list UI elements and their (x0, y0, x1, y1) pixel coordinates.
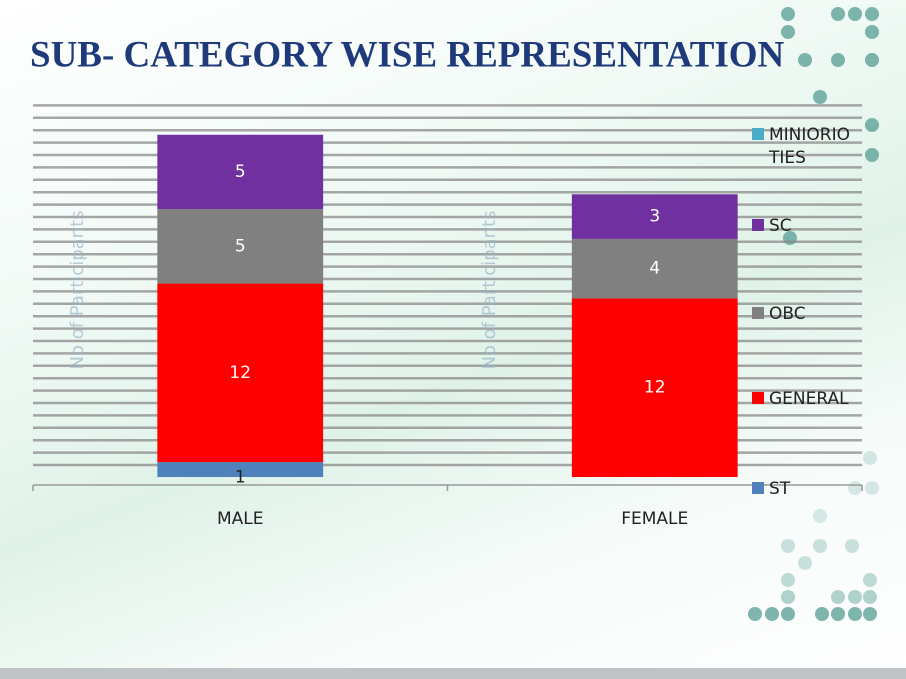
data-label: 12 (229, 363, 251, 383)
slide-title: SUB- CATEGORY WISE REPRESENTATION (30, 34, 785, 75)
legend-item: OBC (752, 303, 855, 326)
legend-item: SC (752, 215, 855, 238)
legend-swatch (752, 219, 764, 231)
slide: SUB- CATEGORY WISE REPRESENTATION No of … (0, 0, 906, 679)
data-label: 4 (649, 259, 660, 279)
legend-label: OBC (769, 303, 855, 326)
data-label: 1 (235, 468, 246, 488)
legend-label: ST (769, 478, 855, 501)
y-axis-title: No of Participants (67, 210, 88, 369)
legend-swatch (752, 307, 764, 319)
legend-swatch (752, 392, 764, 404)
footer-bar (0, 668, 906, 679)
x-tick-label: MALE (217, 509, 264, 529)
data-label: 5 (235, 162, 246, 182)
y-axis-title: No of Participants (479, 210, 500, 369)
data-label: 5 (235, 236, 246, 256)
legend-swatch (752, 128, 764, 140)
legend-label: SC (769, 215, 855, 238)
legend-label: GENERAL (769, 388, 855, 411)
data-label: 12 (644, 378, 666, 398)
legend-label: MINIORIOTIES (769, 124, 855, 170)
legend-item: GENERAL (752, 388, 855, 411)
x-tick-label: FEMALE (621, 509, 688, 529)
legend-item: MINIORIOTIES (752, 124, 855, 170)
legend-item: ST (752, 478, 855, 501)
chart: SUB- CATEGORY WISE REPRESENTATION No of … (0, 0, 906, 679)
legend-swatch (752, 482, 764, 494)
data-label: 3 (649, 207, 660, 227)
